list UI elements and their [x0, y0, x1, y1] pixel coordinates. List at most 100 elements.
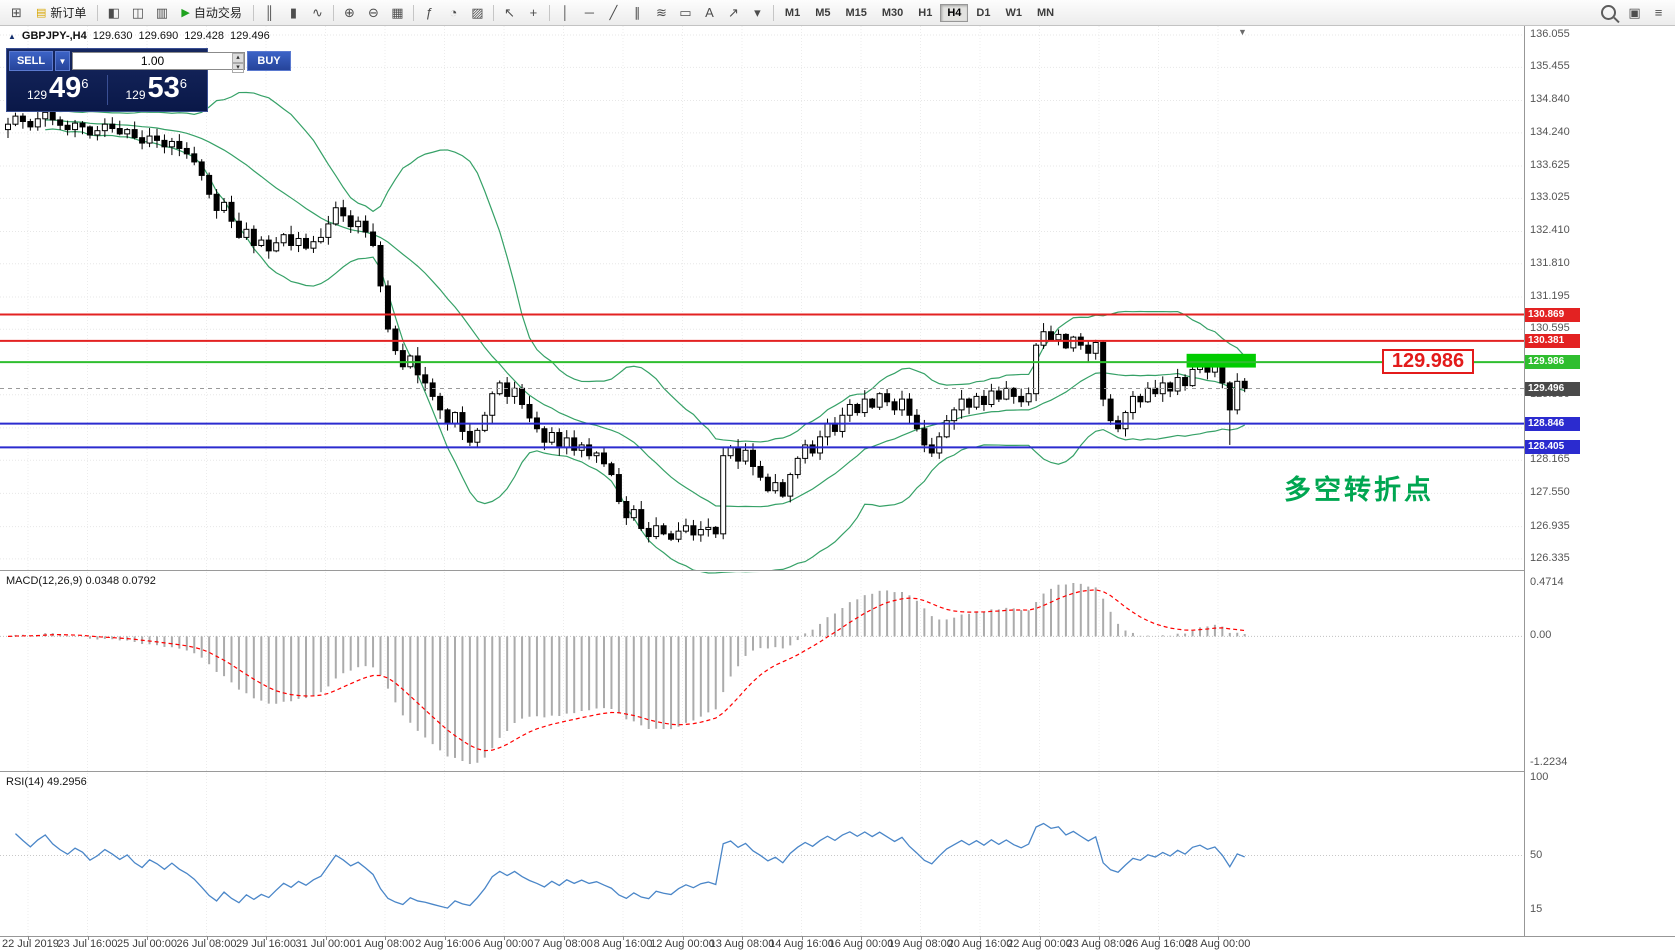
time-axis-tick: [325, 936, 327, 940]
time-axis-tick: [861, 936, 862, 940]
toolbar-separator: [492, 4, 494, 21]
time-axis-tick: [742, 936, 743, 940]
time-axis-label: 6 Aug 00:00: [474, 938, 534, 950]
search-icon[interactable]: [1601, 5, 1616, 20]
ask-prefix: 129: [125, 88, 146, 102]
time-axis-label: 12 Aug 00:00: [650, 938, 715, 950]
main-macd-separator[interactable]: [0, 570, 1675, 572]
autotrading-button-label: 自动交易: [193, 6, 242, 20]
favorites-icon[interactable]: ▣: [1628, 4, 1641, 20]
time-axis-label: 8 Aug 16:00: [593, 938, 653, 950]
objects-dropdown-icon[interactable]: ▾: [754, 4, 761, 20]
price-scale-label: 136.055: [1530, 28, 1570, 40]
tile-windows-icon[interactable]: ▦: [391, 4, 404, 20]
turning-point-annotation: 多空转折点: [1284, 475, 1434, 505]
price-scale-label: 131.810: [1530, 256, 1570, 269]
new-chart-icon[interactable]: ⊞: [11, 4, 22, 20]
time-axis-tick: [1099, 936, 1100, 940]
ask-pip-digit: 6: [179, 76, 188, 91]
new-order-button[interactable]: ▤ 新订单: [29, 3, 93, 23]
time-axis-label: 20 Aug 16:00: [947, 938, 1013, 950]
timeframe-h1[interactable]: H1: [918, 6, 933, 19]
volume-down-button[interactable]: ▾: [232, 63, 244, 73]
time-axis-tick: [623, 936, 624, 940]
volume-input[interactable]: [73, 53, 232, 69]
timeframe-w1[interactable]: W1: [1005, 6, 1022, 19]
zoom-out-icon[interactable]: ⊖: [367, 4, 379, 20]
symbol-title: GBPJPY-,H4: [21, 30, 87, 42]
macd-scale-label: 0.00: [1530, 629, 1552, 642]
menu-icon[interactable]: ≡: [1654, 5, 1663, 20]
price-scale-label: 134.840: [1530, 93, 1570, 106]
price-scale-label: 131.195: [1530, 289, 1570, 302]
play-icon: ▶: [181, 7, 190, 19]
chart-line-icon[interactable]: ∿: [311, 4, 323, 20]
terminal-icon[interactable]: ▥: [155, 4, 169, 20]
indicators-icon[interactable]: ƒ: [425, 5, 434, 20]
rsi-scale-label: 15: [1530, 902, 1543, 915]
time-axis-label: 2 Aug 16:00: [415, 938, 474, 950]
time-axis-tick: [28, 936, 29, 940]
one-click-collapse-icon[interactable]: ▲: [8, 31, 16, 41]
periods-icon[interactable]: ◔: [449, 5, 458, 20]
bid-pip-digit: 6: [81, 76, 89, 91]
chart-bars-icon[interactable]: ║: [264, 5, 275, 20]
price-divider: [106, 75, 108, 105]
price-scale-label: 132.410: [1530, 224, 1570, 237]
timeframe-m30[interactable]: M30: [881, 6, 904, 19]
price-level-box: 130.869: [1525, 307, 1580, 322]
sell-price-button[interactable]: 129 49 6: [9, 72, 107, 105]
price-level-box: 129.986: [1525, 355, 1580, 370]
horizontal-line-icon[interactable]: ─: [584, 5, 595, 20]
time-axis-label: 14 Aug 16:00: [769, 938, 834, 950]
time-axis-label: 25 Jul 00:00: [117, 938, 177, 950]
time-axis[interactable]: [0, 936, 1675, 951]
price-scale[interactable]: [1524, 26, 1675, 951]
template-icon[interactable]: ▨: [471, 4, 484, 20]
crosshair-icon[interactable]: +: [529, 5, 538, 20]
timeframe-d1[interactable]: D1: [976, 6, 991, 19]
text-icon[interactable]: A: [705, 5, 714, 20]
price-level-box: 128.405: [1525, 440, 1580, 455]
ohlc-open: 129.630: [92, 30, 133, 42]
time-axis-tick: [206, 936, 208, 940]
trendline-icon[interactable]: ╱: [609, 4, 618, 20]
arrows-icon[interactable]: ↗: [727, 4, 739, 20]
chart-candles-icon[interactable]: ▮: [289, 4, 297, 20]
toolbar-separator: [548, 4, 550, 21]
chart-shift-marker-icon[interactable]: ▼: [1238, 27, 1247, 37]
toolbar-separator: [252, 4, 254, 21]
price-scale-label: 135.455: [1530, 60, 1570, 73]
macd-rsi-separator[interactable]: [0, 771, 1675, 773]
channel-icon[interactable]: ∥: [634, 4, 641, 20]
toolbar: ⊞ ▤ 新订单 ◧ ◫ ▥ ▶ 自动交易 ║ ▮ ∿ ⊕ ⊖ ▦ ƒ ◔ ▨ ↖ + │ ─ ╱ ∥ ≋ ▭ A ↗ ▾ M1 M5 M15…: [0, 0, 1675, 26]
cursor-icon[interactable]: ↖: [503, 4, 515, 20]
volume-up-button[interactable]: ▴: [232, 53, 244, 63]
navigator-icon[interactable]: ◫: [131, 4, 145, 20]
market-watch-icon[interactable]: ◧: [107, 4, 121, 20]
timeframe-mn[interactable]: MN: [1036, 6, 1055, 19]
zoom-in-icon[interactable]: ⊕: [343, 4, 355, 20]
time-axis-label: 13 Aug 08:00: [709, 938, 775, 950]
buy-button[interactable]: BUY: [247, 51, 291, 71]
timeframe-m15[interactable]: M15: [845, 6, 867, 19]
shapes-icon[interactable]: ▭: [679, 4, 692, 20]
timeframe-m5[interactable]: M5: [815, 6, 831, 19]
time-axis-tick: [682, 936, 684, 940]
autotrading-button[interactable]: ▶ 自动交易: [174, 3, 248, 23]
toolbar-separator: [332, 4, 334, 21]
fibonacci-icon[interactable]: ≋: [655, 4, 667, 20]
timeframe-m1[interactable]: M1: [784, 6, 801, 19]
bid-big-digits: 49: [49, 72, 82, 104]
sell-button[interactable]: SELL: [9, 51, 53, 71]
buy-price-button[interactable]: 129 53 6: [108, 74, 206, 105]
timeframe-h4[interactable]: H4: [940, 3, 969, 22]
order-type-dropdown[interactable]: ▼: [55, 51, 70, 71]
time-axis-tick: [266, 936, 267, 940]
time-axis-label: 29 Jul 16:00: [236, 938, 296, 950]
vertical-line-icon[interactable]: │: [561, 5, 570, 20]
new-order-button-label: 新订单: [50, 6, 87, 20]
time-axis-label: 1 Aug 08:00: [355, 938, 415, 950]
